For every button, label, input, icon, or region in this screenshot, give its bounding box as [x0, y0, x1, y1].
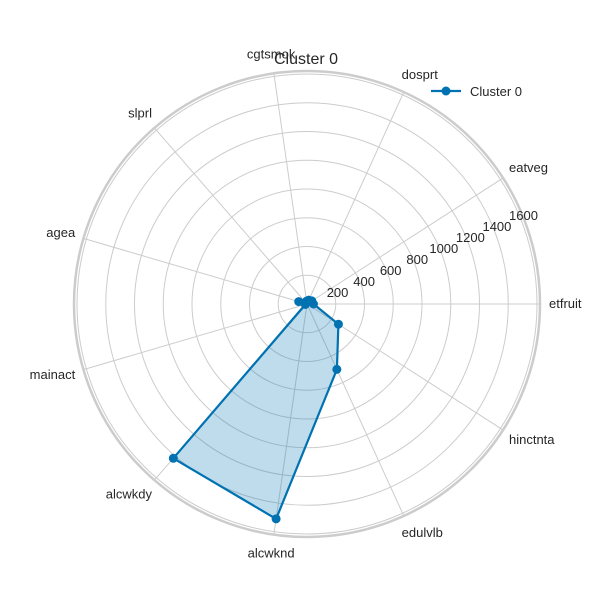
spoke-cgtsmok	[273, 73, 308, 305]
tick-label: 1000	[429, 241, 458, 256]
series-area	[173, 300, 339, 519]
legend-label: Cluster 0	[470, 84, 522, 99]
chart-title: Cluster 0	[274, 51, 338, 68]
tick-label: 400	[353, 274, 375, 289]
data-point-alcwknd[interactable]	[271, 514, 281, 524]
axis-label-edulvlb: edulvlb	[402, 525, 443, 540]
tick-label: 600	[380, 263, 402, 278]
spoke-slprl	[154, 127, 308, 305]
axis-label-cgtsmok: cgtsmok	[247, 47, 296, 62]
tick-label: 200	[327, 285, 349, 300]
tick-label: 800	[406, 252, 428, 267]
data-point-hinctnta[interactable]	[333, 319, 343, 329]
spoke-edulvlb	[306, 303, 405, 517]
axis-label-dosprt: dosprt	[402, 67, 439, 82]
data-point-alcwkdy[interactable]	[168, 453, 178, 463]
axis-spokes	[83, 73, 540, 535]
spoke-eatveg	[306, 177, 504, 305]
legend-marker	[441, 86, 451, 96]
axis-label-alcwknd: alcwknd	[248, 545, 295, 560]
spoke-alcwknd	[273, 303, 308, 535]
tick-label: 1600	[509, 208, 538, 223]
axis-label-mainact: mainact	[30, 367, 76, 382]
legend[interactable]: Cluster 0	[431, 84, 522, 99]
tick-label: 1200	[456, 230, 485, 245]
data-point-edulvlb[interactable]	[332, 364, 342, 374]
spoke-dosprt	[306, 91, 405, 305]
axis-label-eatveg: eatveg	[509, 160, 548, 175]
axis-labels: etfruit eatveg dosprt cgtsmok slprl agea maina…	[30, 47, 582, 561]
axis-label-etfruit: etfruit	[549, 296, 582, 311]
axis-label-agea: agea	[46, 225, 76, 240]
series-layer	[168, 295, 343, 524]
tick-label: 1400	[482, 219, 511, 234]
axis-label-alcwkdy: alcwkdy	[106, 486, 153, 501]
spoke-agea	[83, 237, 308, 305]
data-point-mainact[interactable]	[300, 299, 310, 309]
axis-label-slprl: slprl	[128, 106, 152, 121]
spoke-mainact	[83, 303, 308, 371]
axis-label-hinctnta: hinctnta	[509, 432, 555, 447]
